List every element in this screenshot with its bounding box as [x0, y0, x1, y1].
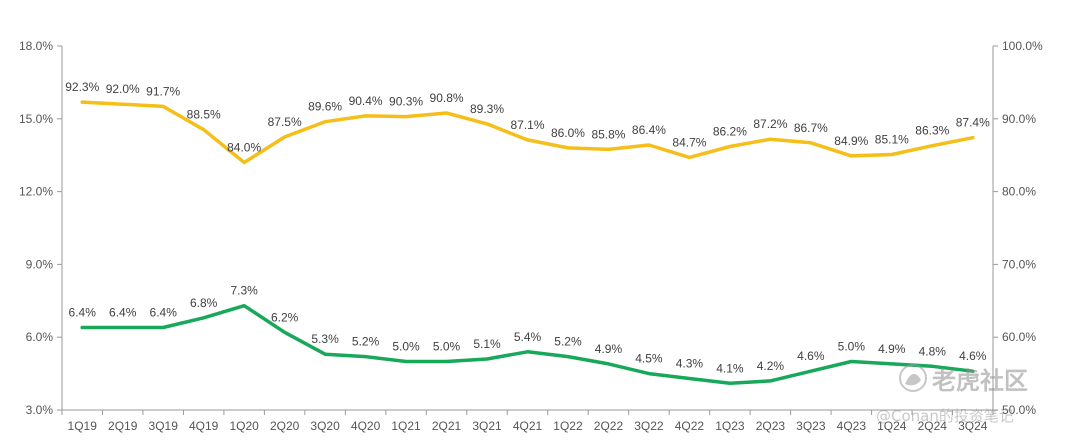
data-label-series-1: 90.3%	[389, 95, 423, 109]
x-tick-label: 1Q20	[229, 419, 259, 433]
chart-data-labels: 92.3% 92.0% 91.7% 88.5% 84.0% 87.5% 89.6% 90.4%…	[65, 80, 990, 375]
data-label-series-1: 85.1%	[875, 132, 909, 146]
y-left-tick-label: 15.0%	[19, 112, 53, 126]
data-label-series-2: 6.4%	[69, 305, 97, 319]
x-tick-label: 2Q23	[756, 419, 786, 433]
x-tick-label: 1Q19	[68, 419, 98, 433]
data-label-series-2: 4.6%	[959, 349, 987, 363]
data-label-series-2: 5.3%	[311, 332, 339, 346]
x-tick-label: 4Q20	[351, 419, 381, 433]
y-right-tick-label: 50.0%	[1002, 403, 1036, 417]
data-label-series-1: 91.7%	[146, 84, 180, 98]
y-right-tick-label: 70.0%	[1002, 257, 1036, 271]
data-label-series-2: 6.4%	[150, 305, 178, 319]
data-label-series-2: 5.0%	[392, 339, 420, 353]
data-label-series-2: 4.1%	[716, 361, 744, 375]
watermark: 老虎社区 @Conan的投资笔记	[876, 364, 1028, 425]
data-label-series-1: 89.6%	[308, 100, 342, 114]
watermark-brand: 老虎社区	[932, 367, 1028, 395]
data-label-series-2: 5.4%	[514, 330, 542, 344]
data-label-series-2: 6.2%	[271, 310, 299, 324]
data-label-series-2: 4.9%	[595, 342, 623, 356]
x-tick-label: 1Q23	[715, 419, 745, 433]
chart-series-lines	[80, 100, 975, 386]
data-label-series-1: 87.1%	[510, 118, 544, 132]
x-tick-label: 3Q19	[149, 419, 179, 433]
tiger-logo-icon	[899, 364, 927, 392]
x-tick-label: 3Q21	[472, 419, 502, 433]
y-left-tick-label: 3.0%	[26, 403, 54, 417]
data-label-series-1: 89.3%	[470, 102, 504, 116]
y-left-tick-label: 9.0%	[26, 257, 54, 271]
data-label-series-2: 5.1%	[473, 337, 501, 351]
y-left-tick-label: 18.0%	[19, 39, 53, 53]
data-label-series-2: 4.2%	[757, 359, 785, 373]
x-tick-label: 1Q21	[391, 419, 421, 433]
data-label-series-2: 4.8%	[919, 344, 947, 358]
data-label-series-1: 92.3%	[65, 80, 99, 94]
x-tick-label: 1Q24	[877, 419, 907, 433]
data-label-series-2: 4.3%	[676, 356, 704, 370]
x-tick-label: 4Q23	[837, 419, 867, 433]
x-tick-label: 4Q22	[675, 419, 705, 433]
data-label-series-1: 90.4%	[349, 94, 383, 108]
x-tick-label: 3Q20	[310, 419, 340, 433]
data-label-series-2: 5.0%	[838, 339, 866, 353]
series-line-1	[80, 100, 975, 165]
data-label-series-2: 4.6%	[797, 349, 825, 363]
data-label-series-2: 7.3%	[230, 284, 258, 298]
data-label-series-1: 86.3%	[915, 124, 949, 138]
data-label-series-2: 4.5%	[635, 352, 663, 366]
data-label-series-1: 86.4%	[632, 123, 666, 137]
x-tick-label: 4Q19	[189, 419, 219, 433]
data-label-series-1: 85.8%	[591, 127, 625, 141]
data-label-series-2: 5.2%	[554, 335, 582, 349]
data-label-series-2: 6.4%	[109, 305, 137, 319]
x-tick-label: 3Q23	[796, 419, 826, 433]
data-label-series-2: 4.9%	[878, 342, 906, 356]
data-label-series-1: 87.4%	[956, 116, 990, 130]
data-label-series-1: 87.2%	[753, 117, 787, 131]
data-label-series-1: 84.0%	[227, 140, 261, 154]
x-tick-label: 2Q21	[432, 419, 462, 433]
x-tick-label: 2Q24	[918, 419, 948, 433]
series-line-2	[80, 303, 975, 386]
x-tick-label: 3Q22	[634, 419, 664, 433]
data-label-series-1: 92.0%	[106, 82, 140, 96]
data-label-series-1: 84.9%	[834, 134, 868, 148]
data-label-series-1: 88.5%	[187, 108, 221, 122]
data-label-series-1: 86.2%	[713, 124, 747, 138]
data-label-series-1: 87.5%	[268, 115, 302, 129]
chart-axes: 3.0% 6.0% 9.0% 12.0% 15.0% 18.0% 50.0% 60.0% 70.…	[19, 39, 1043, 433]
x-tick-label: 2Q22	[594, 419, 624, 433]
data-label-series-2: 5.2%	[352, 335, 380, 349]
x-tick-label: 4Q21	[513, 419, 543, 433]
x-tick-label: 1Q22	[553, 419, 583, 433]
data-label-series-1: 86.0%	[551, 126, 585, 140]
data-label-series-2: 5.0%	[433, 339, 461, 353]
y-left-tick-label: 6.0%	[26, 330, 54, 344]
y-right-tick-label: 90.0%	[1002, 112, 1036, 126]
data-label-series-2: 6.8%	[190, 296, 218, 310]
x-tick-label: 2Q19	[108, 419, 138, 433]
y-right-tick-label: 60.0%	[1002, 330, 1036, 344]
x-tick-label: 3Q24	[958, 419, 988, 433]
data-label-series-1: 86.7%	[794, 121, 828, 135]
y-right-tick-label: 100.0%	[1002, 39, 1043, 53]
y-left-tick-label: 12.0%	[19, 185, 53, 199]
watermark-credit: @Conan的投资笔记	[876, 407, 1014, 425]
y-right-tick-label: 80.0%	[1002, 185, 1036, 199]
x-tick-label: 2Q20	[270, 419, 300, 433]
data-label-series-1: 90.8%	[430, 91, 464, 105]
data-label-series-1: 84.7%	[672, 135, 706, 149]
